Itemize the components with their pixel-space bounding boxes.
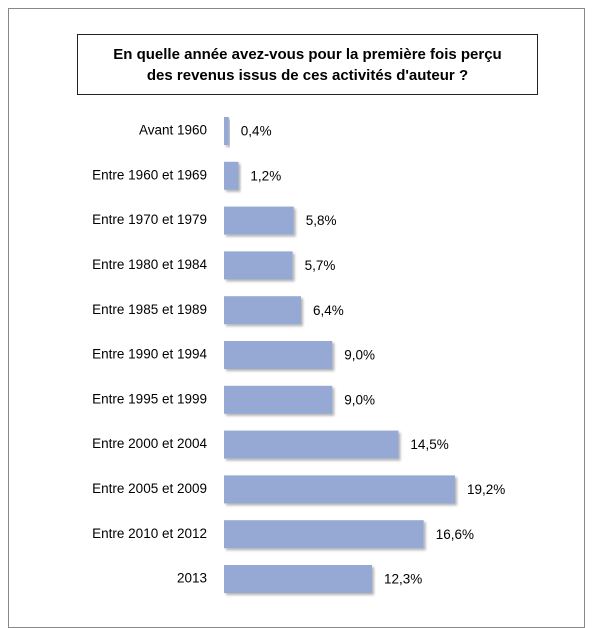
bar — [224, 475, 455, 504]
bar — [224, 117, 229, 145]
value-label: 9,0% — [344, 348, 375, 363]
value-label: 5,7% — [305, 258, 336, 273]
category-label: Entre 1970 et 1979 — [92, 212, 207, 227]
bar — [224, 206, 294, 235]
category-label: Entre 1995 et 1999 — [92, 391, 207, 406]
category-label: Entre 2005 et 2009 — [92, 481, 207, 496]
bar — [224, 161, 239, 190]
value-label: 19,2% — [467, 482, 505, 497]
bar — [224, 430, 399, 459]
category-label: Entre 2000 et 2004 — [92, 436, 207, 451]
bar — [224, 385, 333, 414]
value-label: 9,0% — [344, 392, 375, 407]
value-label: 6,4% — [313, 303, 344, 318]
bar — [224, 565, 372, 593]
value-label: 14,5% — [410, 437, 448, 452]
value-label: 12,3% — [384, 572, 422, 587]
category-label: Entre 2010 et 2012 — [92, 526, 207, 541]
value-label: 1,2% — [250, 168, 281, 183]
category-label: Entre 1990 et 1994 — [92, 347, 207, 362]
value-label: 0,4% — [241, 124, 272, 139]
category-label: Entre 1960 et 1969 — [92, 167, 207, 182]
bar — [224, 296, 301, 325]
bar — [224, 520, 424, 549]
bar — [224, 251, 293, 280]
category-label: 2013 — [177, 571, 207, 586]
category-label: Entre 1980 et 1984 — [92, 257, 207, 272]
chart-title: En quelle année avez-vous pour la premiè… — [77, 34, 538, 95]
category-label: Avant 1960 — [139, 123, 207, 138]
value-label: 5,8% — [306, 213, 337, 228]
value-label: 16,6% — [436, 527, 474, 542]
bar — [224, 341, 333, 369]
category-label: Entre 1985 et 1989 — [92, 302, 207, 317]
